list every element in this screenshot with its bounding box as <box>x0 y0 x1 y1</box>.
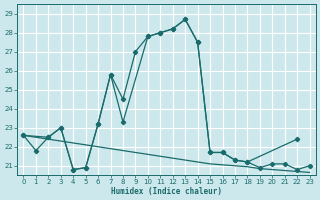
X-axis label: Humidex (Indice chaleur): Humidex (Indice chaleur) <box>111 187 222 196</box>
